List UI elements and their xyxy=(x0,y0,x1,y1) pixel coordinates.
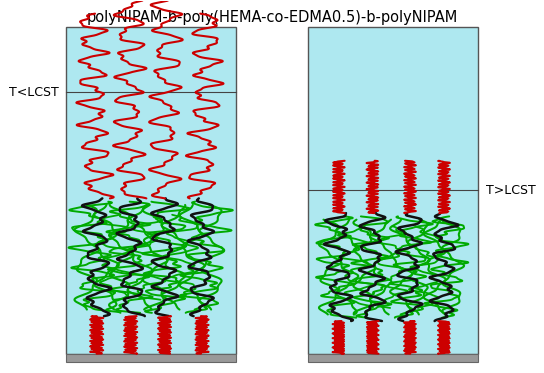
Text: T<LCST: T<LCST xyxy=(9,86,58,98)
Bar xyxy=(66,354,236,362)
Bar xyxy=(308,27,478,354)
Bar xyxy=(66,27,236,354)
Bar xyxy=(308,354,478,362)
Text: T>LCST: T>LCST xyxy=(486,184,535,197)
Text: polyNIPAM-b-poly(HEMA-co-EDMA0.5)-b-polyNIPAM: polyNIPAM-b-poly(HEMA-co-EDMA0.5)-b-poly… xyxy=(86,10,458,25)
